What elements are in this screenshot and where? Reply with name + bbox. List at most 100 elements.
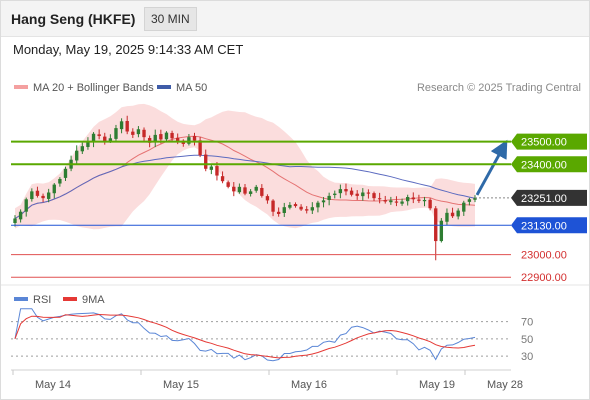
level-label: 22900.00 xyxy=(521,272,567,284)
rsi-line xyxy=(14,308,476,362)
candle xyxy=(462,200,466,216)
candle xyxy=(91,132,96,148)
candle xyxy=(389,196,393,205)
candle xyxy=(63,166,68,181)
candle xyxy=(209,164,214,175)
level-label: 23251.00 xyxy=(521,193,567,205)
rsi-ma-legend-label: 9MA xyxy=(82,294,105,306)
price-plot-area xyxy=(13,103,508,261)
candle xyxy=(226,180,230,189)
candle xyxy=(282,202,286,217)
legend: MA 20 + Bollinger Bands MA 50 xyxy=(14,82,207,94)
candle xyxy=(80,142,84,155)
x-tick-label: May 15 xyxy=(163,379,199,391)
candle xyxy=(417,194,421,203)
rsi-legend: RSI 9MA xyxy=(14,294,105,306)
x-axis: May 14 May 15 May 16 May 19 May 28 xyxy=(12,370,523,391)
level-support-5: 22900.00 xyxy=(11,272,567,284)
candle xyxy=(198,137,202,158)
rsi-legend-swatch xyxy=(14,297,28,301)
candle xyxy=(428,198,432,211)
level-support-4: 23000.00 xyxy=(11,250,567,262)
candle xyxy=(119,118,124,134)
candle xyxy=(411,192,415,204)
candle xyxy=(305,206,309,214)
candle xyxy=(321,197,326,208)
bollinger-band xyxy=(15,103,475,230)
candle xyxy=(271,199,275,217)
candle xyxy=(192,132,197,146)
candle xyxy=(114,124,118,141)
candle xyxy=(97,129,101,140)
candle xyxy=(333,190,337,199)
candle xyxy=(41,193,45,203)
candle xyxy=(344,183,348,196)
candle xyxy=(439,218,444,243)
candle xyxy=(299,204,303,211)
candle xyxy=(243,184,247,196)
candle xyxy=(327,192,331,206)
candle xyxy=(316,200,320,213)
candle xyxy=(276,207,281,217)
timestamp-label: Monday, May 19, 2025 9:14:33 AM CET xyxy=(13,42,244,57)
rsi-tick-label: 30 xyxy=(521,351,533,363)
level-label: 23400.00 xyxy=(521,159,567,171)
candle xyxy=(131,128,135,139)
copyright-label: Research © 2025 Trading Central xyxy=(417,82,581,94)
candle xyxy=(248,189,253,197)
candle xyxy=(310,202,314,214)
candle xyxy=(30,188,34,202)
candle xyxy=(372,191,376,202)
candle xyxy=(13,215,17,227)
candle xyxy=(467,197,472,206)
level-target-1: 23400.00 xyxy=(11,156,587,173)
candle xyxy=(445,208,449,225)
candle xyxy=(136,126,141,138)
rsi-ma-line xyxy=(14,313,476,359)
candle xyxy=(349,187,354,197)
level-label: 23000.00 xyxy=(521,250,567,262)
candle xyxy=(142,127,146,142)
rsi-ma-legend-swatch xyxy=(63,297,77,301)
timeframe-button[interactable]: 30 MIN xyxy=(144,7,197,31)
candle xyxy=(260,184,264,198)
candle xyxy=(383,195,387,204)
rsi-tick-label: 70 xyxy=(521,317,533,329)
candle xyxy=(254,184,258,193)
candle xyxy=(170,130,174,142)
ma50-legend-swatch xyxy=(157,85,171,89)
ma50-legend-label: MA 50 xyxy=(176,82,207,94)
candle xyxy=(406,194,410,206)
candle xyxy=(394,196,399,207)
rsi-legend-label: RSI xyxy=(33,294,51,306)
level-label: 23500.00 xyxy=(521,137,567,149)
candle xyxy=(18,209,23,223)
candle xyxy=(422,196,427,207)
candle xyxy=(450,207,455,219)
level-label: 23130.00 xyxy=(521,220,567,232)
candle xyxy=(456,208,460,220)
candle xyxy=(153,129,157,148)
candle xyxy=(220,171,225,184)
candle xyxy=(52,183,56,199)
x-tick-label: May 14 xyxy=(35,379,71,391)
candle xyxy=(103,132,107,145)
candle xyxy=(361,188,365,201)
level-current-2: 23251.00 xyxy=(475,189,587,206)
bollinger-legend-swatch xyxy=(14,85,28,89)
candle xyxy=(265,194,270,204)
level-pivot-3: 23130.00 xyxy=(11,217,587,234)
candle xyxy=(75,145,79,164)
candle xyxy=(46,188,51,203)
candle xyxy=(24,197,28,217)
rsi-panel: 70 50 30 xyxy=(11,308,533,363)
x-tick-label: May 16 xyxy=(291,379,327,391)
candle xyxy=(338,184,343,199)
candle xyxy=(377,192,382,204)
level-target-0: 23500.00 xyxy=(11,133,587,150)
candle xyxy=(288,202,292,210)
candle xyxy=(400,198,404,206)
candle xyxy=(204,149,208,172)
candle xyxy=(58,177,62,187)
